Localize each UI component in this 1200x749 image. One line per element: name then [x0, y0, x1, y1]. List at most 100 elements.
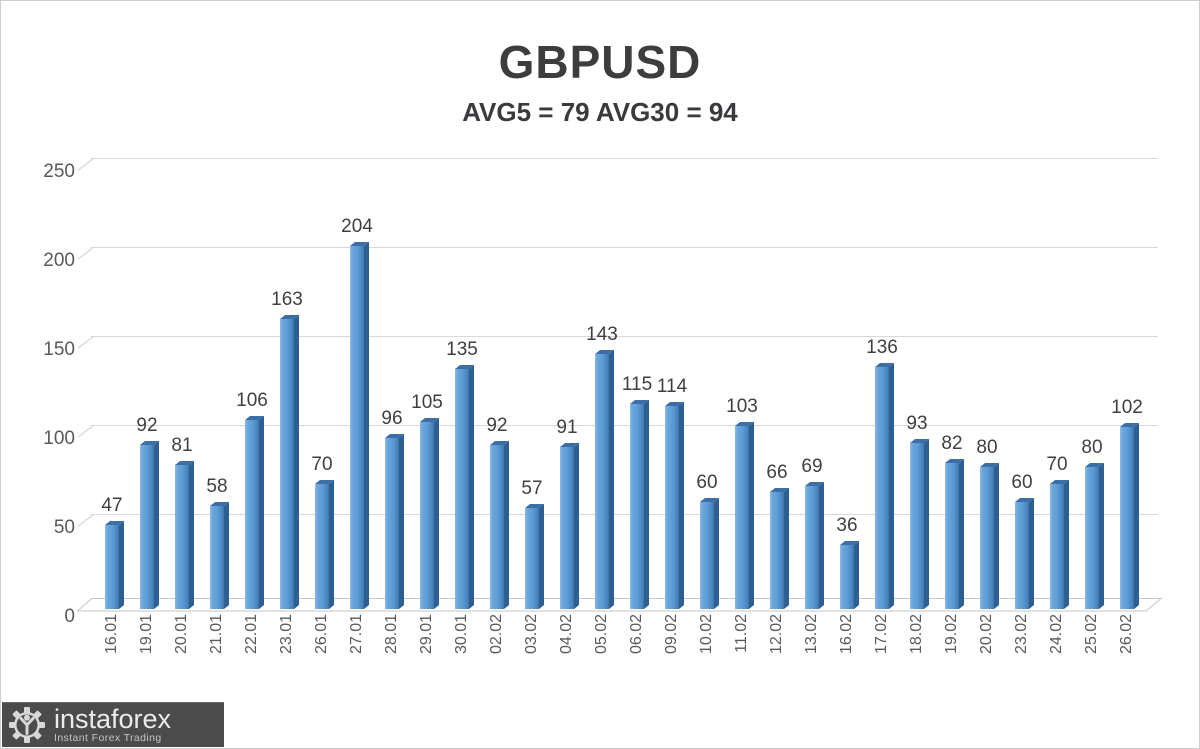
bar-side-face — [1029, 497, 1034, 609]
bar — [1050, 479, 1069, 609]
bar-front-face — [315, 484, 329, 609]
bar — [105, 521, 124, 609]
bar — [630, 399, 649, 609]
bar — [945, 458, 964, 609]
bar-top-face — [840, 541, 859, 545]
bar-front-face — [665, 406, 679, 609]
x-tick-label: 22.01 — [243, 614, 260, 655]
instaforex-gear-person-icon — [9, 707, 45, 743]
bar-top-face — [1015, 498, 1034, 502]
y-tick-label: 200 — [43, 250, 75, 271]
bar-side-face — [679, 401, 684, 609]
bar — [350, 241, 369, 609]
bar-side-face — [749, 421, 754, 609]
bar-top-face — [385, 434, 404, 438]
x-tick-label: 28.01 — [383, 614, 400, 655]
bar-value-label: 58 — [206, 476, 228, 497]
bar — [735, 421, 754, 609]
bar — [140, 440, 159, 609]
bar-top-face — [945, 459, 964, 463]
bar — [665, 401, 684, 609]
bar-top-face — [595, 350, 614, 354]
bar-value-label: 136 — [866, 337, 898, 358]
bar-top-face — [910, 439, 929, 443]
bar-front-face — [280, 319, 294, 609]
bar-side-face — [889, 362, 894, 609]
bar-value-label: 80 — [1081, 437, 1103, 458]
bar-value-label: 70 — [1046, 454, 1068, 475]
logo-brand: instaforex — [54, 704, 172, 734]
x-tick-label: 13.02 — [803, 614, 820, 655]
bar-front-face — [175, 465, 189, 609]
bar-side-face — [574, 442, 579, 609]
logo-strip: instaforex Instant Forex Trading — [2, 702, 224, 747]
x-tick-label: 11.02 — [733, 614, 750, 653]
bar-front-face — [560, 447, 574, 609]
bar-top-face — [1085, 463, 1104, 467]
gridline-depth-connector — [77, 247, 94, 260]
x-tick-label: 30.01 — [453, 614, 470, 655]
chart-floor — [77, 598, 1162, 612]
bar-value-label: 204 — [341, 216, 373, 237]
x-tick-label: 18.02 — [908, 614, 925, 655]
gridline — [91, 336, 1158, 337]
bar-top-face — [735, 422, 754, 426]
y-tick-label: 100 — [43, 428, 75, 449]
bar-value-label: 105 — [411, 392, 443, 413]
bar-front-face — [210, 506, 224, 609]
bar-front-face — [455, 369, 469, 609]
bar-top-face — [490, 441, 509, 445]
x-tick-label: 24.02 — [1048, 614, 1065, 655]
gridline — [91, 425, 1158, 426]
bar — [560, 442, 579, 609]
x-tick-label: 21.01 — [208, 614, 225, 655]
bar-side-face — [784, 487, 789, 609]
logo-tagline: Instant Forex Trading — [54, 732, 162, 744]
bar-front-face — [140, 445, 154, 609]
bar-top-face — [1120, 423, 1139, 427]
bar-value-label: 66 — [766, 462, 788, 483]
bar — [490, 440, 509, 609]
x-tick-label: 23.02 — [1013, 614, 1030, 655]
bar-side-face — [504, 440, 509, 609]
x-tick-label: 25.02 — [1083, 614, 1100, 655]
bar-value-label: 92 — [136, 415, 158, 436]
gridline — [91, 514, 1158, 515]
bar-top-face — [560, 443, 579, 447]
bar — [840, 541, 859, 609]
bar — [595, 349, 614, 609]
bar-front-face — [840, 545, 854, 609]
x-tick-label: 20.01 — [173, 614, 190, 655]
bar — [770, 487, 789, 609]
bar-value-label: 82 — [941, 433, 963, 454]
bar-value-label: 93 — [906, 413, 928, 434]
bar-value-label: 80 — [976, 437, 998, 458]
bar — [980, 462, 999, 609]
bar — [455, 364, 474, 609]
bar-top-face — [210, 502, 229, 506]
bar-value-label: 60 — [696, 472, 718, 493]
y-tick-label: 250 — [43, 161, 75, 182]
bar — [1085, 462, 1104, 609]
x-tick-label: 12.02 — [768, 614, 785, 655]
bar-value-label: 163 — [271, 289, 303, 310]
bar-value-label: 91 — [556, 417, 578, 438]
chart-title: GBPUSD — [498, 36, 702, 88]
chart-subtitle: AVG5 = 79 AVG30 = 94 — [462, 97, 738, 127]
bar — [175, 460, 194, 609]
bar-side-face — [714, 497, 719, 609]
bar-top-face — [315, 480, 334, 484]
bar-top-face — [805, 482, 824, 486]
bar-top-face — [105, 521, 124, 525]
x-tick-label: 09.02 — [663, 614, 680, 655]
bar-top-face — [770, 488, 789, 492]
gridline — [91, 247, 1158, 248]
bar-value-label: 57 — [521, 478, 543, 499]
bar-value-label: 69 — [801, 456, 823, 477]
bar-front-face — [595, 354, 609, 609]
bar-front-face — [735, 426, 749, 609]
bar — [315, 479, 334, 609]
bar-value-label: 60 — [1011, 472, 1033, 493]
